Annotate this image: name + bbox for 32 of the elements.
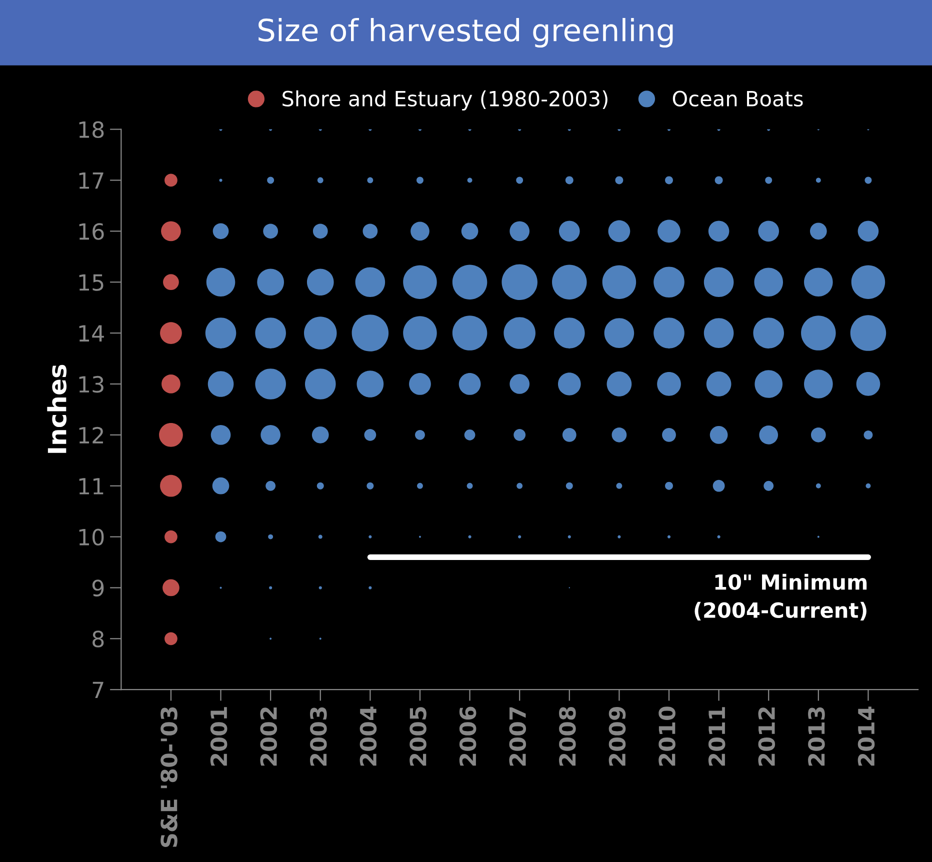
annotation: 10" Minimum (2004-Current) bbox=[694, 574, 867, 620]
x-tick-label: 2014 bbox=[858, 706, 875, 766]
x-tick-label: 2011 bbox=[708, 707, 726, 766]
y-tick-label: 11 bbox=[79, 478, 104, 494]
y-tick-label: 17 bbox=[79, 172, 104, 189]
x-tick-label: 2010 bbox=[658, 706, 676, 766]
x-tick-label: 2002 bbox=[260, 708, 278, 766]
x-tick-label: 2012 bbox=[758, 708, 776, 766]
x-tick-label: 2006 bbox=[459, 706, 476, 766]
x-tick-label: 2005 bbox=[410, 707, 426, 766]
chart-title: Size of harvested greenling bbox=[258, 18, 673, 48]
y-tick-label: 16 bbox=[79, 223, 104, 240]
legend-label: Ocean Boats bbox=[672, 90, 803, 107]
x-tick-label: 2003 bbox=[310, 707, 327, 766]
y-tick-label: 10 bbox=[79, 528, 104, 546]
y-tick-label: 7 bbox=[92, 682, 104, 698]
y-tick-label: 12 bbox=[79, 426, 103, 444]
y-tick-label: 15 bbox=[79, 274, 104, 291]
y-tick-label: 9 bbox=[92, 580, 104, 596]
x-tick-label: 2001 bbox=[210, 707, 228, 766]
legend-label: Shore and Estuary (1980-2003) bbox=[282, 90, 608, 111]
x-tick-label: 2007 bbox=[509, 707, 526, 766]
y-tick-label: 8 bbox=[92, 630, 104, 648]
x-tick-label: 2008 bbox=[559, 706, 576, 766]
x-tick-label: 2013 bbox=[808, 707, 825, 766]
x-tick-label: 2004 bbox=[360, 706, 377, 766]
y-tick-label: 18 bbox=[79, 121, 104, 138]
y-tick-label: 14 bbox=[79, 325, 104, 342]
x-tick-label: S&E '80-'03 bbox=[160, 707, 178, 847]
x-tick-label: 2009 bbox=[608, 706, 626, 766]
y-axis-title: Inches bbox=[47, 364, 67, 453]
y-tick-label: 13 bbox=[79, 376, 104, 393]
